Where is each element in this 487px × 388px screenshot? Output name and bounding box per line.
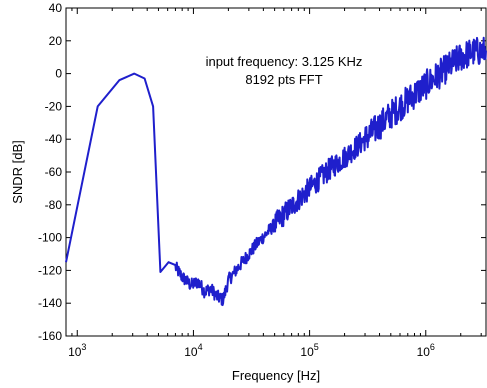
y-axis-ticks: 40 20 0 -20 -40 -60 -80 -100 -120 -140 -160	[38, 1, 486, 343]
sndr-series-line	[65, 36, 487, 307]
x-axis-ticks: 103 104 105 106	[65, 8, 482, 359]
annotation-input-frequency: input frequency: 3.125 KHz	[206, 54, 363, 69]
y-tick-label: -60	[45, 165, 63, 179]
plot-frame	[65, 7, 487, 337]
y-tick-label: -40	[45, 132, 63, 146]
y-tick-label: -80	[45, 198, 63, 212]
y-tick-label: 0	[55, 67, 62, 81]
y-tick-label: 20	[49, 34, 63, 48]
y-tick-label: 40	[49, 1, 63, 15]
y-tick-label: -20	[45, 99, 63, 113]
y-tick-label: -160	[38, 329, 62, 343]
y-tick-label: -140	[38, 296, 62, 310]
y-axis-title: SNDR [dB]	[10, 140, 25, 204]
y-tick-label: -120	[38, 263, 62, 277]
x-tick-label: 106	[417, 342, 435, 359]
x-tick-label: 104	[184, 342, 202, 359]
x-tick-label: 103	[68, 342, 86, 359]
y-tick-label: -100	[38, 231, 62, 245]
annotation-fft-points: 8192 pts FFT	[245, 72, 322, 87]
x-axis-title: Frequency [Hz]	[232, 368, 320, 383]
x-tick-label: 105	[300, 342, 318, 359]
